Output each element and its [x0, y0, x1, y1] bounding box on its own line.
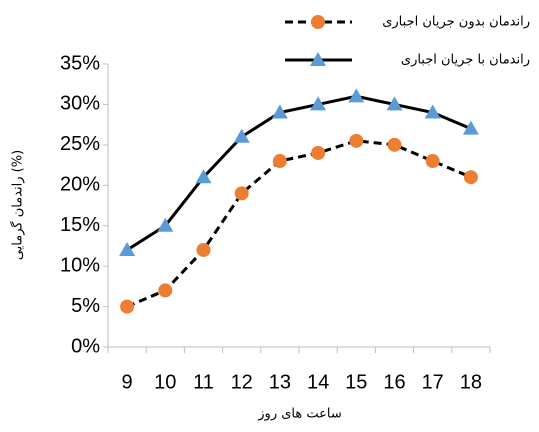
data-point — [349, 133, 364, 148]
y-tick-label: 20% — [60, 174, 100, 196]
x-tick-label: 18 — [460, 371, 482, 393]
x-axis-label: ساعت های روز — [257, 407, 341, 422]
x-tick-label: 12 — [231, 371, 253, 393]
data-point — [462, 120, 479, 135]
data-point — [387, 137, 402, 152]
data-point — [120, 299, 135, 314]
data-point — [424, 104, 441, 119]
y-tick-label: 35% — [60, 52, 100, 74]
legend-marker — [311, 15, 325, 29]
data-point — [157, 217, 174, 232]
x-tick-label: 17 — [422, 371, 444, 393]
series-line — [126, 139, 472, 308]
y-tick-label: 5% — [71, 295, 100, 317]
legend-label: راندمان بدون جریان اجباری — [382, 15, 530, 30]
data-point — [233, 128, 250, 143]
legend-marker — [310, 52, 326, 66]
data-point — [310, 96, 327, 111]
data-point — [272, 154, 287, 169]
y-tick-label: 15% — [60, 214, 100, 236]
data-point — [425, 154, 440, 169]
data-point — [348, 88, 365, 103]
y-tick-label: 10% — [60, 254, 100, 276]
y-tick-label: 25% — [60, 133, 100, 155]
data-point — [271, 104, 288, 119]
data-point — [234, 186, 249, 201]
legend-label: راندمان با جریان اجباری — [401, 53, 530, 68]
data-point — [463, 170, 478, 185]
x-tick-label: 15 — [345, 371, 367, 393]
y-axis-label: راندمان گرمایی (%) — [10, 150, 26, 260]
x-tick-label: 10 — [154, 371, 176, 393]
series-line — [126, 94, 472, 252]
data-point — [195, 169, 212, 184]
data-point — [196, 242, 211, 257]
x-tick-label: 9 — [122, 371, 133, 393]
x-tick-label: 13 — [269, 371, 291, 393]
y-tick-label: 0% — [71, 335, 100, 357]
data-point — [386, 96, 403, 111]
y-tick-label: 30% — [60, 93, 100, 115]
data-point — [311, 145, 326, 160]
x-tick-label: 11 — [193, 371, 214, 393]
data-point — [119, 241, 136, 256]
x-tick-label: 14 — [307, 371, 329, 393]
x-tick-label: 16 — [383, 371, 405, 393]
data-point — [158, 283, 173, 298]
